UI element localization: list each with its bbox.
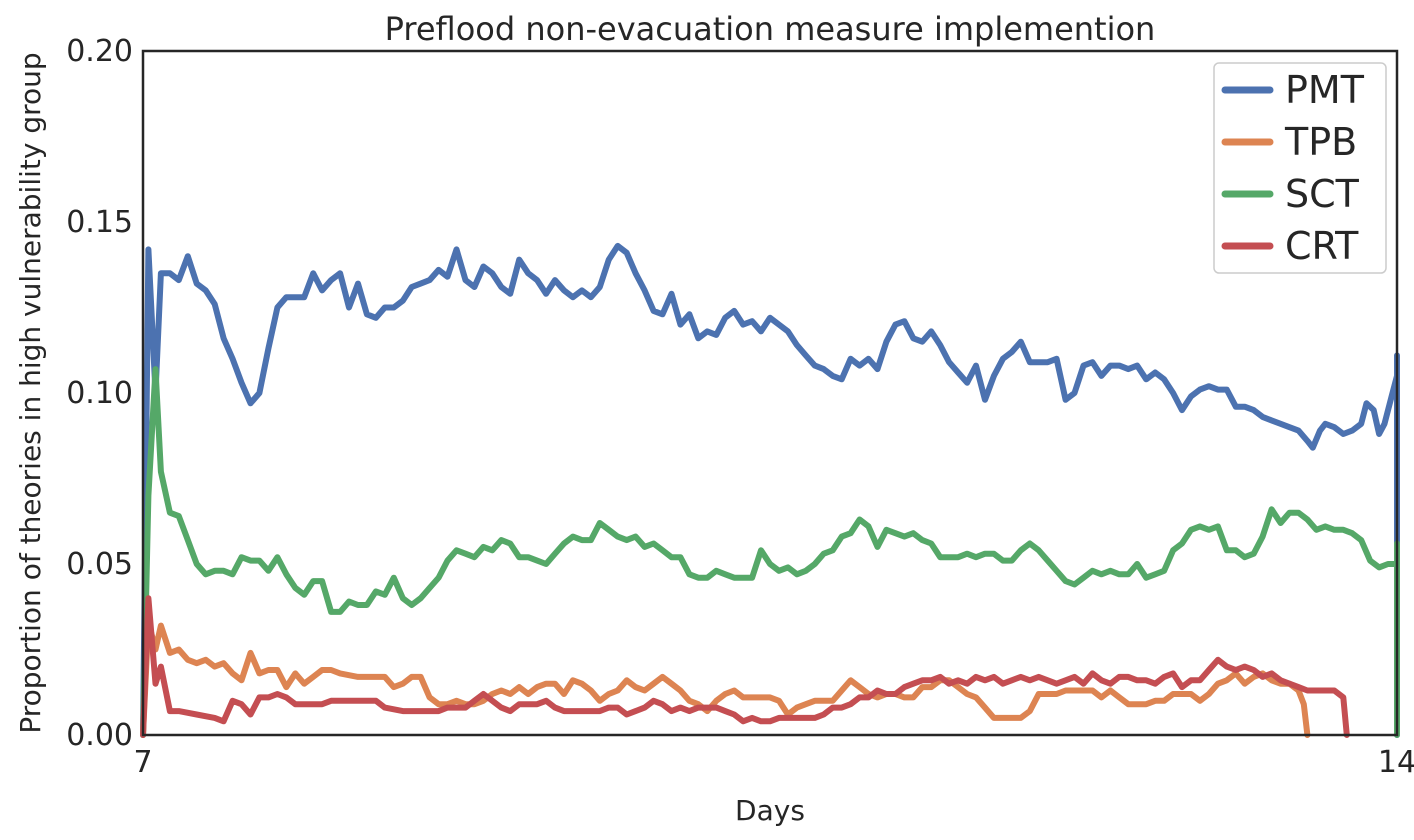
y-tick-label: 0.05	[66, 547, 133, 582]
x-axis-label: Days	[735, 794, 805, 827]
series-line-tpb	[140, 619, 1311, 738]
y-tick-label: 0.20	[66, 34, 133, 69]
legend-label-tpb: TPB	[1284, 120, 1357, 164]
legend-box	[1213, 62, 1387, 274]
series-line-crt	[140, 595, 1350, 738]
series-group	[140, 242, 1400, 738]
legend-label-crt: CRT	[1285, 224, 1359, 268]
legend: PMT TPB SCT CRT	[1213, 62, 1387, 274]
series-line-pmt	[140, 242, 1400, 738]
legend-label-pmt: PMT	[1285, 68, 1365, 112]
y-axis-label: Proportion of theories in high vulnerabi…	[14, 52, 47, 733]
y-tick-label: 0.10	[66, 376, 133, 411]
series-line-sct	[140, 366, 1400, 738]
chart-title: Preflood non-evacuation measure implemen…	[385, 10, 1156, 48]
legend-label-sct: SCT	[1285, 172, 1360, 216]
y-tick-label: 0.15	[66, 205, 133, 240]
y-axis-ticks: 0.00 0.05 0.10 0.15 0.20	[66, 34, 133, 753]
x-tick-label: 7	[133, 745, 152, 780]
x-tick-label: 14	[1378, 745, 1414, 780]
x-axis-ticks: 7 14	[133, 745, 1414, 780]
y-tick-label: 0.00	[66, 718, 133, 753]
plot-area-frame	[141, 49, 1399, 737]
